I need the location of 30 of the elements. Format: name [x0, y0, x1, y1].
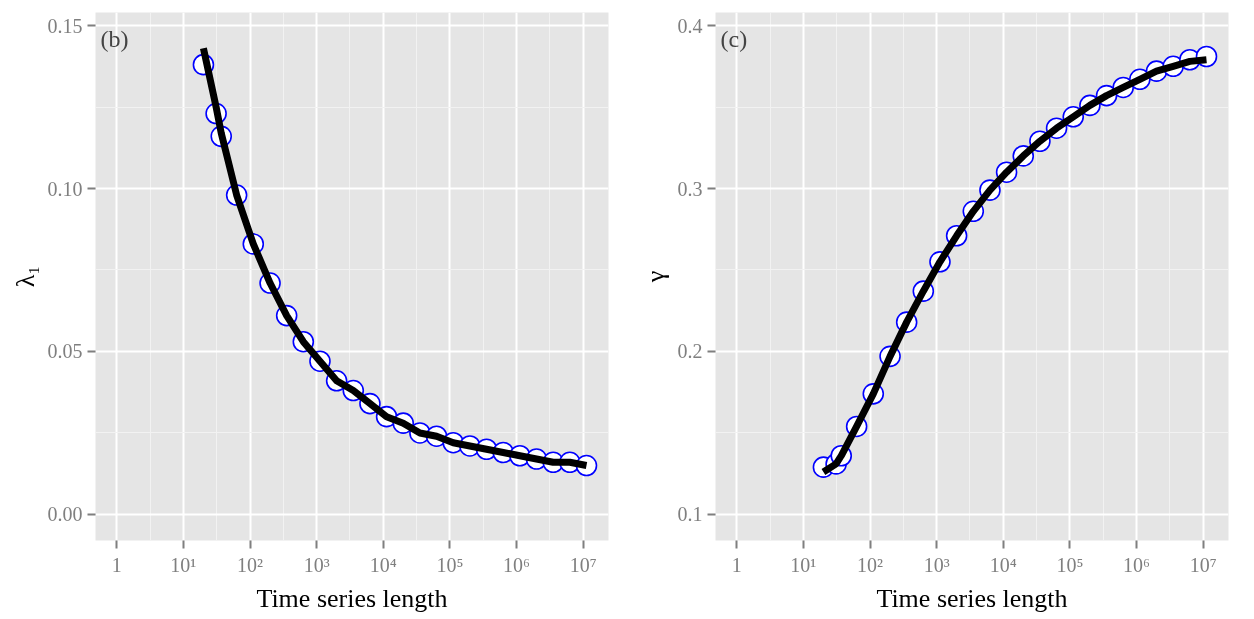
x-tick-label: 10⁵	[436, 553, 464, 576]
text: (b)	[100, 25, 129, 52]
x-tick-label: 10⁶	[503, 553, 531, 576]
x-tick-label: 10⁵	[1056, 553, 1084, 576]
y-tick-label: 0.00	[47, 503, 83, 526]
x-tick-label: 10³	[303, 553, 330, 576]
x-axis-title: Time series length	[256, 583, 448, 613]
x-tick-label: 10³	[923, 553, 950, 576]
y-axis-title: λ₁	[10, 265, 40, 288]
x-tick-label: 10⁶	[1123, 553, 1151, 576]
x-tick-label: 1	[111, 553, 122, 576]
y-tick-label: 0.3	[677, 177, 703, 200]
x-tick-label: 10²	[237, 553, 264, 576]
y-tick-label: 0.4	[677, 14, 703, 37]
x-axis-title: Time series length	[876, 583, 1068, 613]
x-tick-label: 1	[731, 553, 742, 576]
x-tick-label: 10¹	[170, 553, 197, 576]
x-tick-label: 10⁴	[989, 553, 1017, 576]
x-tick-label: 10¹	[790, 553, 817, 576]
y-tick-label: 0.2	[677, 340, 703, 363]
text: (c)	[720, 25, 748, 52]
y-tick-label: 0.05	[47, 340, 83, 363]
y-axis-title: γ	[640, 270, 670, 284]
y-tick-label: 0.15	[47, 14, 83, 37]
x-tick-label: 10⁷	[1189, 553, 1217, 576]
x-tick-label: 10²	[857, 553, 884, 576]
x-tick-label: 10⁴	[369, 553, 397, 576]
x-tick-label: 10⁷	[569, 553, 597, 576]
y-tick-label: 0.1	[677, 503, 703, 526]
y-tick-label: 0.10	[47, 177, 83, 200]
